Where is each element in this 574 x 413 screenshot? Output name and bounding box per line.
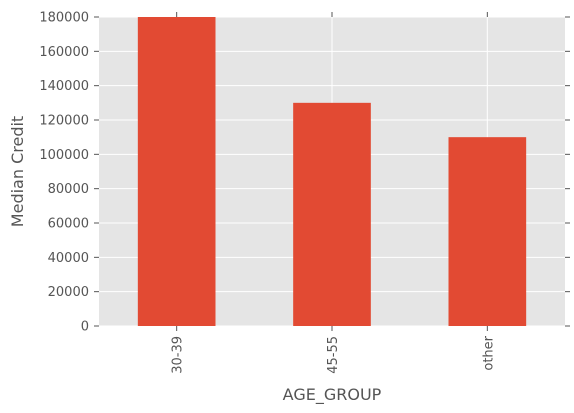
- y-tick-label: 60000: [48, 217, 89, 232]
- ticks-group: [94, 12, 570, 331]
- y-tick-label: 20000: [48, 285, 89, 300]
- y-tick-label: 100000: [39, 148, 89, 163]
- x-axis-title: AGE_GROUP: [283, 385, 382, 405]
- x-tick-label: 30-39: [171, 336, 186, 374]
- bar-30-39: [137, 17, 216, 326]
- x-tick-label: 45-55: [326, 336, 341, 374]
- y-tick-labels: 0 20000 40000 60000 80000 100000 120000 140000 1…: [39, 11, 89, 335]
- bar-other: [448, 137, 527, 326]
- x-tick-label: other: [481, 335, 496, 370]
- y-axis-title: Median Credit: [8, 116, 27, 227]
- bar-45-55: [293, 102, 371, 326]
- y-tick-label: 40000: [48, 251, 89, 266]
- y-tick-label: 160000: [39, 45, 89, 60]
- y-tick-label: 120000: [39, 114, 89, 129]
- y-tick-label: 140000: [39, 79, 89, 94]
- x-tick-labels: 30-39 45-55 other: [171, 335, 497, 373]
- y-tick-label: 80000: [48, 182, 89, 197]
- y-tick-label: 0: [81, 320, 89, 335]
- bars-group: [137, 17, 527, 326]
- y-tick-label: 180000: [39, 11, 89, 26]
